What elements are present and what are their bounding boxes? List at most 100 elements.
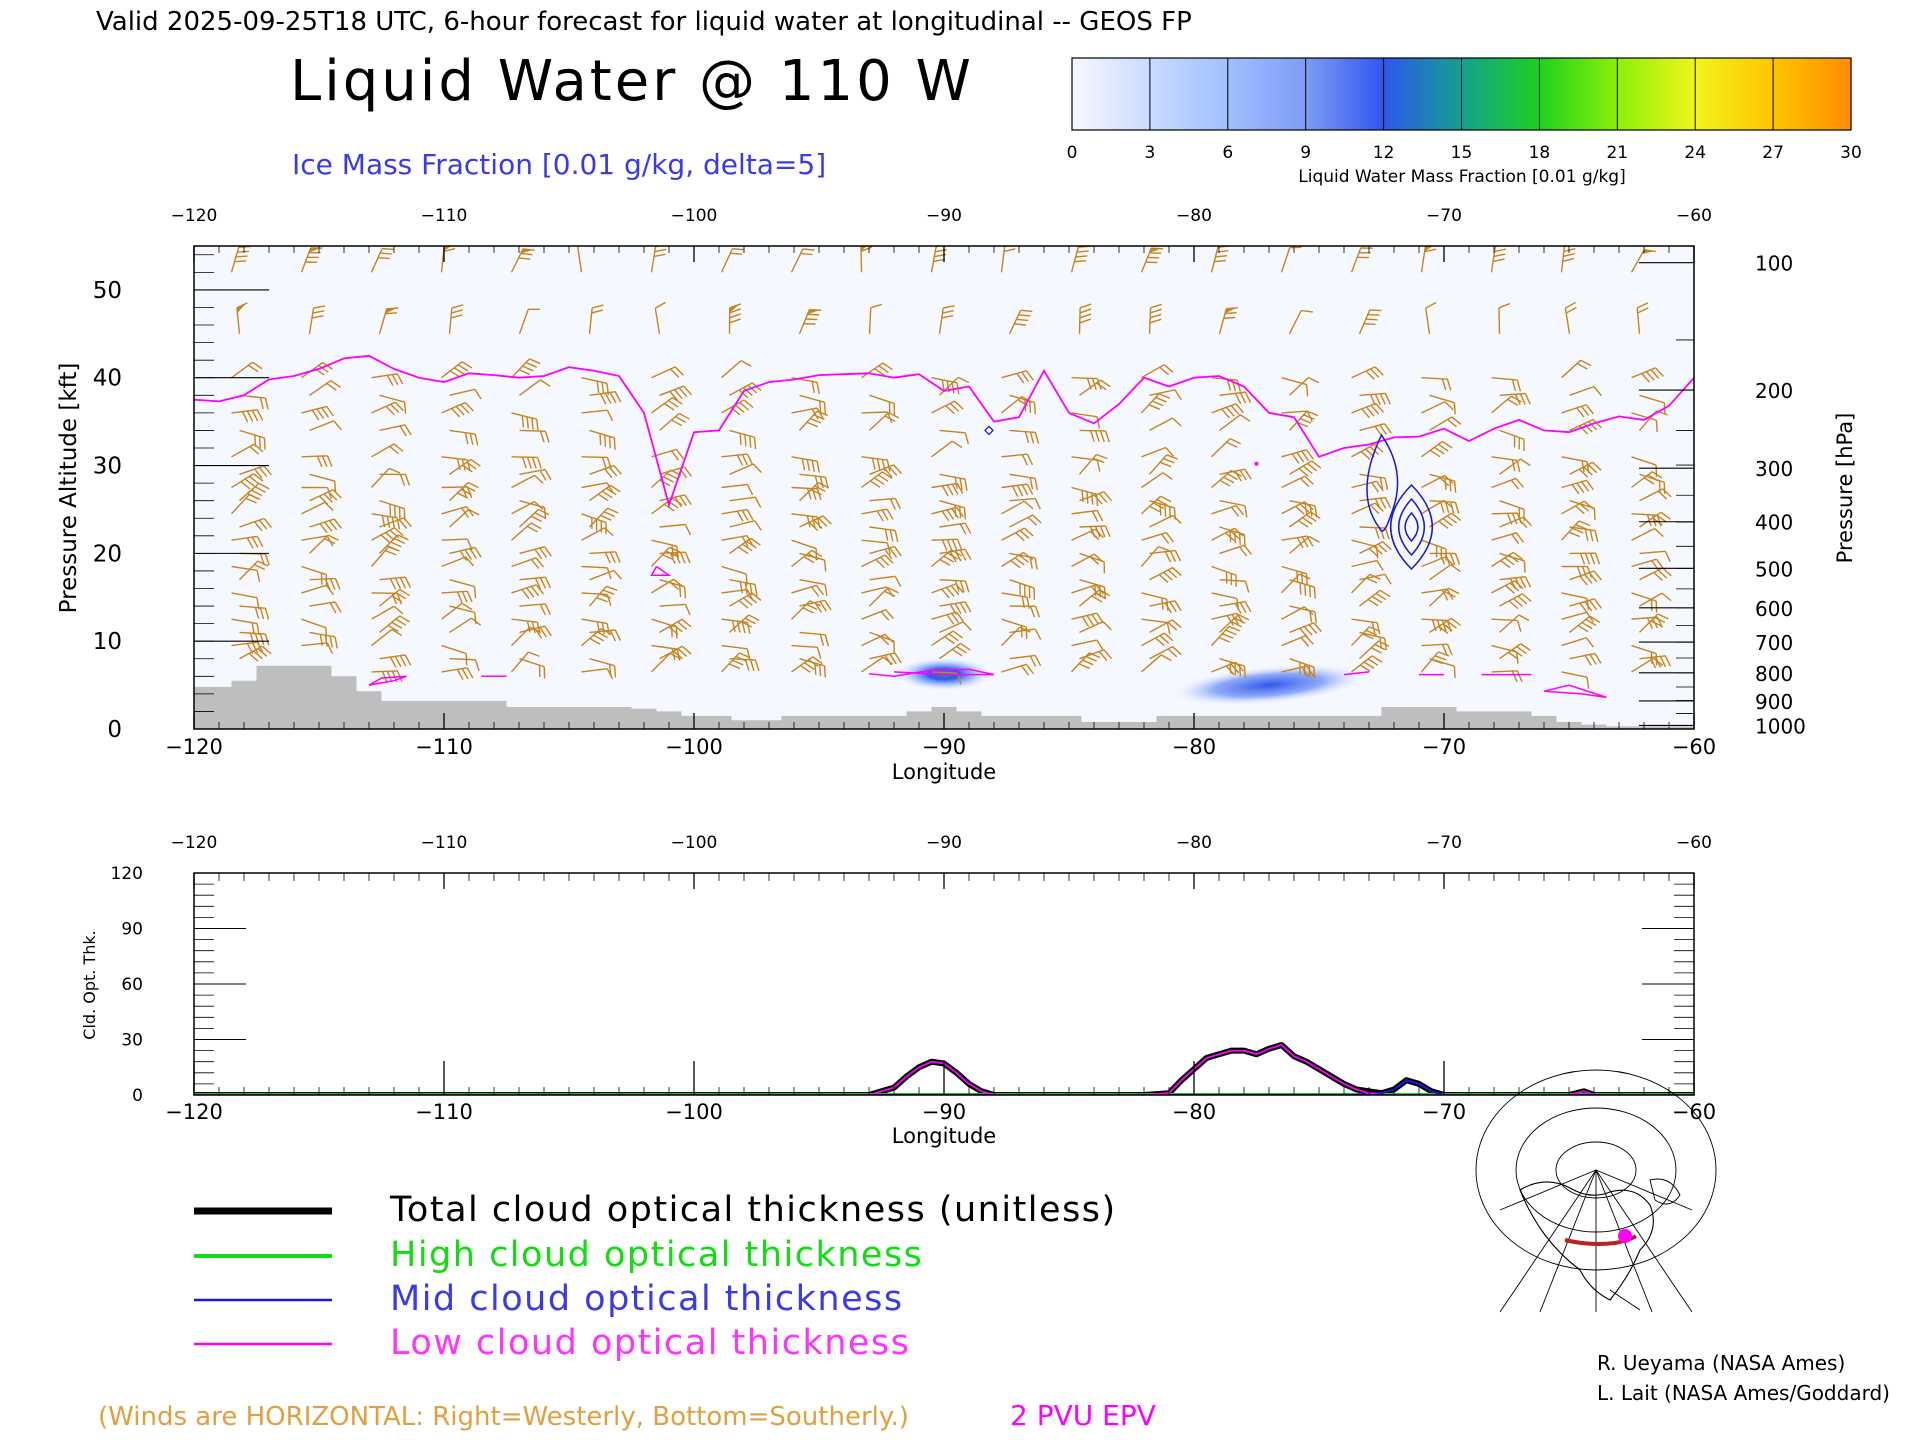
wind-barb [370, 546, 400, 567]
wind-barb [449, 481, 479, 502]
wind-barb [1359, 640, 1390, 660]
wind-barb [1631, 527, 1664, 541]
wind-barb [721, 360, 752, 379]
wind-barb [931, 506, 964, 522]
wind-barb [589, 551, 621, 564]
terrain [194, 665, 1694, 729]
epv-2pvu-line [194, 354, 1694, 509]
wind-barb [791, 549, 823, 568]
wind-barb [379, 654, 412, 668]
wind-barb [869, 575, 902, 588]
wind-barb [1631, 367, 1664, 383]
y-tick-label: 10 [93, 629, 122, 655]
wind-barb [511, 500, 544, 515]
wind-barb [791, 600, 821, 620]
wind-barb [1569, 385, 1602, 397]
credit-1: R. Ueyama (NASA Ames) [1597, 1351, 1845, 1375]
wind-barb [931, 549, 962, 568]
wind-barb [449, 508, 480, 528]
wind-barb [588, 507, 619, 528]
colorbar-tick-label: 27 [1762, 143, 1784, 163]
optical-thickness-lines [194, 1042, 1694, 1095]
wind-barb [1280, 573, 1311, 594]
wind-barb [231, 565, 261, 583]
wind-barb [798, 309, 822, 335]
wind-barb [659, 645, 692, 660]
wind-barb [1211, 661, 1244, 676]
wind-barb [1631, 471, 1663, 489]
wind-barb [1639, 655, 1672, 669]
colorbar-tick-label: 18 [1529, 143, 1551, 163]
y-tick-label: 40 [93, 366, 122, 392]
bottom-x-tick-label: −70 [1422, 1100, 1466, 1124]
colorbar-cell [1383, 58, 1462, 130]
wind-barb [1071, 612, 1104, 627]
wind-barb [589, 629, 622, 642]
wind-barb [1211, 504, 1244, 517]
wind-barb [1001, 483, 1034, 497]
wind-barb [1071, 509, 1104, 522]
x-tick-label-top: −70 [1426, 206, 1462, 226]
wind-barb [659, 603, 691, 616]
wind-barb [1149, 566, 1182, 583]
pressure-tick-label: 1000 [1755, 714, 1806, 738]
wind-barb [231, 535, 264, 549]
wind-barb [939, 522, 972, 535]
wind-barb [1491, 670, 1523, 683]
wind-barb [1149, 417, 1182, 432]
wind-barb [581, 565, 612, 580]
wind-barb [1148, 303, 1162, 334]
wind-barb [449, 658, 480, 672]
colorbar-tick-label: 6 [1222, 143, 1233, 163]
wind-barb [1498, 302, 1511, 334]
wind-barb [1639, 567, 1672, 581]
wind-barb [1079, 588, 1111, 607]
wind-barb [799, 515, 832, 532]
x-tick-label: −110 [415, 735, 473, 759]
pressure-tick-label: 900 [1755, 690, 1793, 714]
colorbar-ticks: 0 3 6 9 12 15 18 21 24 27 30 [1067, 58, 1862, 163]
pressure-tick-label: 100 [1755, 252, 1793, 276]
wind-barb [931, 440, 963, 458]
wind-barb [1639, 613, 1669, 633]
wind-barb [1218, 307, 1239, 334]
pressure-tick-label: 300 [1755, 457, 1793, 481]
wind-barb [1561, 359, 1592, 379]
wind-barb [1359, 541, 1392, 558]
wind-barb [1140, 247, 1164, 273]
wind-barb [1429, 394, 1456, 415]
colorbar-cell [1773, 58, 1852, 130]
wind-barb [301, 405, 334, 421]
wind-barb [650, 546, 681, 567]
wind-barb [1211, 565, 1237, 587]
wind-barb [238, 560, 269, 581]
legend-label-total: Total cloud optical thickness (unitless) [389, 1190, 1117, 1230]
wind-barb [1009, 514, 1042, 528]
small-contour-features [368, 425, 1607, 699]
wind-barb [931, 611, 964, 625]
wind-barb [518, 308, 540, 335]
wind-barb [511, 412, 539, 431]
wind-barb [729, 592, 762, 609]
wind-barb [1491, 477, 1524, 490]
wind-barb [581, 513, 607, 535]
wind-barb [1079, 491, 1112, 505]
wind-barb [588, 304, 604, 334]
location-inset-map [1475, 1069, 1717, 1317]
wind-barb [720, 248, 745, 273]
wind-barb [1079, 621, 1112, 634]
wind-barb [309, 420, 342, 432]
wind-barb [231, 409, 264, 423]
wind-barb [588, 585, 618, 607]
bottom-x-tick-label-top: −70 [1426, 833, 1462, 853]
ice-contour [1398, 497, 1425, 557]
wind-barb [231, 361, 263, 379]
wind-barb [659, 412, 690, 431]
wind-barb [1009, 628, 1042, 640]
wind-barb [1491, 580, 1524, 594]
x-tick-label: −90 [922, 735, 966, 759]
wind-barb [1140, 393, 1171, 414]
wind-barb [1499, 614, 1530, 633]
wind-barb [511, 584, 544, 600]
bottom-x-tick-label-top: −120 [171, 833, 218, 853]
